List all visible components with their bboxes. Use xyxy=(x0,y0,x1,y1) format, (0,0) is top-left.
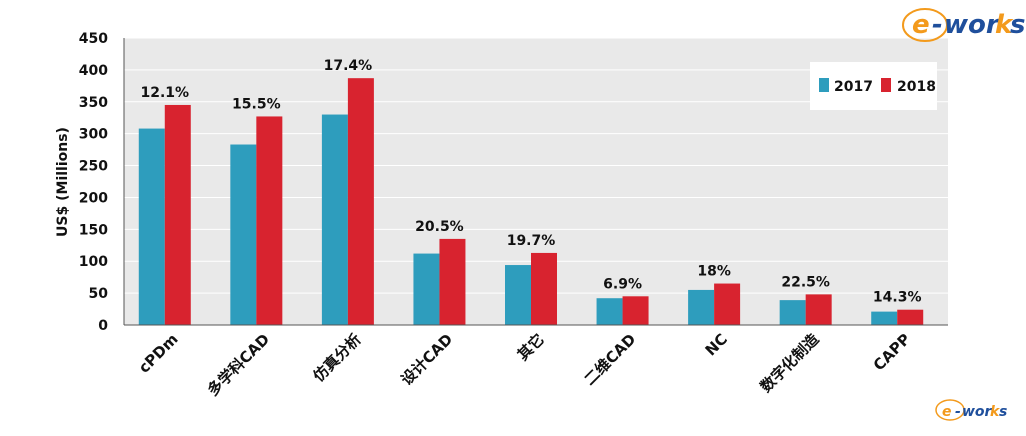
growth-label: 17.4% xyxy=(324,58,373,74)
bar-2018 xyxy=(622,296,649,325)
y-tick-label: 350 xyxy=(79,95,108,111)
x-category-label: CAPP xyxy=(870,330,914,374)
growth-label: 6.9% xyxy=(603,276,642,292)
bar-2018 xyxy=(256,116,283,326)
eworks-logo-bottom: e - wor k s xyxy=(935,399,1007,421)
x-category-label: cPDm xyxy=(135,330,182,377)
x-category-label: 其它 xyxy=(514,330,548,364)
svg-text:s: s xyxy=(999,404,1007,420)
bar-2017 xyxy=(871,311,898,325)
x-category-label: 二维CAD xyxy=(581,330,640,389)
bar-2018 xyxy=(897,309,924,325)
y-axis-label: US$ (Millions) xyxy=(55,127,71,237)
bar-2018 xyxy=(164,104,191,325)
svg-text:k: k xyxy=(990,404,1001,420)
bar-2017 xyxy=(321,114,348,326)
svg-text:-: - xyxy=(932,10,943,40)
y-tick-label: 200 xyxy=(79,190,108,206)
svg-text:wor: wor xyxy=(944,10,1001,40)
y-tick-label: 450 xyxy=(79,31,108,47)
y-axis-ticks: 0 50 100 150 200 250 300 350 400 450 xyxy=(79,31,108,334)
y-tick-label: 300 xyxy=(79,127,108,143)
y-tick-label: 0 xyxy=(98,318,108,334)
svg-text:e: e xyxy=(912,10,930,40)
growth-label: 12.1% xyxy=(140,85,189,101)
growth-label: 22.5% xyxy=(781,274,830,290)
y-tick-label: 50 xyxy=(89,286,109,302)
svg-text:e: e xyxy=(942,404,952,420)
x-category-label: 仿真分析 xyxy=(310,330,365,385)
bar-2017 xyxy=(779,300,806,325)
growth-labels: 12.1% 15.5% 17.4% 20.5% 19.7% 6.9% 18% 22.5% 14.… xyxy=(140,58,921,306)
bars xyxy=(138,78,924,326)
bar-2017 xyxy=(688,289,715,325)
growth-label: 19.7% xyxy=(507,233,556,249)
svg-text:k: k xyxy=(995,10,1014,40)
legend-swatch-2017 xyxy=(819,78,829,92)
legend-label-2018: 2018 xyxy=(897,79,936,95)
bar-2017 xyxy=(596,298,623,325)
bar-2017 xyxy=(505,265,531,325)
bar-2017 xyxy=(413,253,440,325)
y-tick-label: 250 xyxy=(79,159,108,175)
y-tick-label: 100 xyxy=(79,254,108,270)
bar-2017 xyxy=(138,128,165,325)
y-tick-label: 150 xyxy=(79,222,108,238)
growth-label: 20.5% xyxy=(415,219,464,235)
x-category-label: 数字化制造 xyxy=(757,330,823,396)
bar-2018 xyxy=(439,238,466,325)
x-category-label: 设计CAD xyxy=(398,330,457,389)
bar-2018 xyxy=(714,283,741,325)
x-axis-categories: cPDm 多学科CAD 仿真分析 设计CAD 其它 二维CAD NC 数字化制造 CAPP xyxy=(135,330,914,399)
bar-2018 xyxy=(805,294,832,325)
x-category-label: 多学科CAD xyxy=(204,330,273,399)
bar-2018 xyxy=(531,252,557,325)
legend-swatch-2018 xyxy=(881,78,891,92)
x-category-label: NC xyxy=(702,330,731,359)
growth-label: 15.5% xyxy=(232,96,281,112)
svg-text:wor: wor xyxy=(962,404,993,420)
legend: 2017 2018 xyxy=(810,62,937,110)
eworks-logo-top: e - wor k s xyxy=(902,8,1025,42)
bar-2017 xyxy=(230,144,257,325)
legend-box xyxy=(810,62,937,110)
svg-text:-: - xyxy=(955,404,961,420)
growth-label: 18% xyxy=(697,264,731,280)
y-tick-label: 400 xyxy=(79,63,108,79)
legend-label-2017: 2017 xyxy=(834,79,873,95)
svg-text:s: s xyxy=(1010,10,1025,40)
growth-label: 14.3% xyxy=(873,290,922,306)
bar-2018 xyxy=(347,78,374,326)
